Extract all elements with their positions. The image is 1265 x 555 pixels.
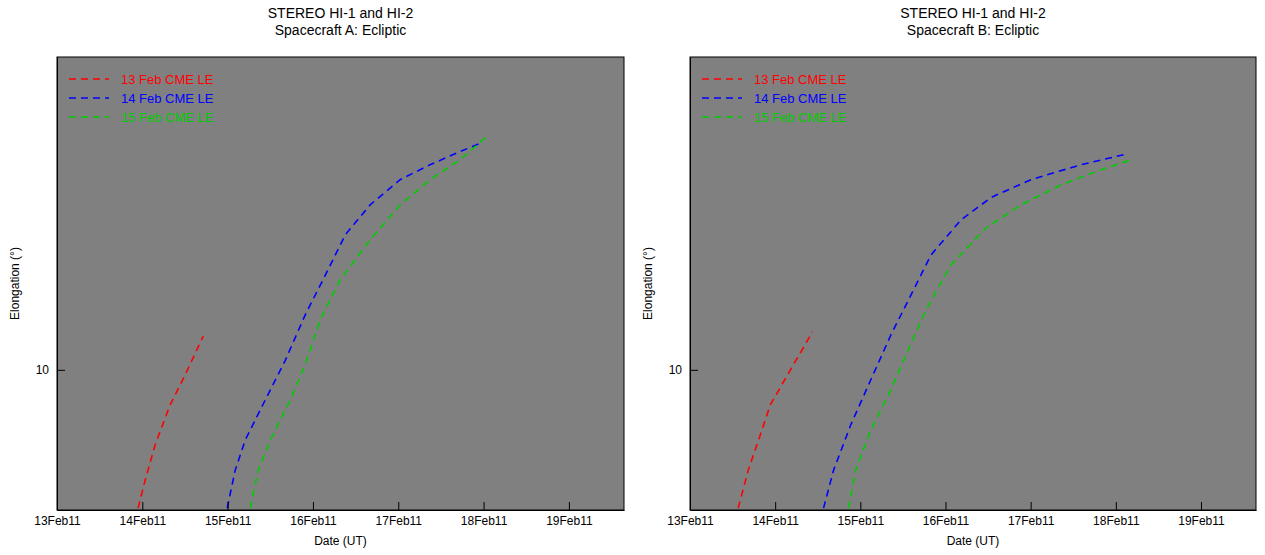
x-tick-label: 19Feb11 (546, 514, 593, 528)
y-axis-title: Elongation (°) (8, 247, 22, 320)
y-tick-mark (690, 370, 698, 371)
legend-item: 14 Feb CME LE (702, 91, 847, 106)
x-tick: 18Feb11 (1093, 502, 1140, 528)
title: STEREO HI-1 and HI-2 (268, 5, 414, 21)
y-tick-label: 10 (36, 363, 50, 377)
x-tick-mark (945, 502, 946, 510)
plot-background (57, 57, 624, 510)
x-axis: 13Feb11 14Feb11 15Feb11 16Feb11 17Feb11 18Feb… (34, 502, 624, 528)
x-tick-mark (142, 502, 143, 510)
x-tick: 16Feb11 (290, 502, 337, 528)
y-axis: 10 (36, 58, 65, 511)
lines (138, 137, 485, 508)
x-tick-label: 15Feb11 (838, 514, 885, 528)
x-axis: 13Feb11 14Feb11 15Feb11 16Feb11 17Feb11 18Feb… (667, 502, 1256, 528)
x-tick: 16Feb11 (923, 502, 970, 528)
y-tick-mark (57, 370, 65, 371)
x-tick-label: 13Feb11 (34, 514, 81, 528)
y-axis-title: Elongation (°) (641, 247, 655, 320)
x-tick: 15Feb11 (838, 502, 885, 528)
x-tick-mark (1201, 502, 1202, 510)
legend-item: 14 Feb CME LE (69, 91, 214, 106)
x-tick-label: 14Feb11 (752, 514, 799, 528)
legend-label: 15 Feb CME LE (121, 110, 214, 125)
legend-item: 13 Feb CME LE (702, 72, 847, 87)
cme-leading-edge (250, 137, 485, 508)
x-tick: 18Feb11 (461, 502, 508, 528)
title: STEREO HI-1 and HI-2 (900, 5, 1046, 21)
x-tick-label: 17Feb11 (376, 514, 423, 528)
y-axis-line (57, 58, 58, 511)
x-axis-title: Date (UT) (947, 534, 1000, 548)
x-tick: 14Feb11 (752, 502, 799, 528)
legend-swatch (702, 97, 742, 99)
x-tick-label: 17Feb11 (1008, 514, 1055, 528)
x-tick-mark (569, 502, 570, 510)
x-axis-line (58, 510, 625, 511)
x-tick-mark (775, 502, 776, 510)
legend-label: 14 Feb CME LE (121, 91, 214, 106)
legend-label: 15 Feb CME LE (754, 110, 847, 125)
plot-frame (57, 57, 624, 510)
legend: 13 Feb CME LE 14 Feb CME LE 15 Feb CME LE (702, 72, 847, 125)
y-axis: 10 (669, 58, 698, 511)
plot-background (690, 57, 1256, 510)
x-tick-mark (313, 502, 314, 510)
x-tick-label: 19Feb11 (1178, 514, 1225, 528)
legend-label: 13 Feb CME LE (754, 72, 847, 87)
legend-swatch (69, 78, 109, 80)
x-tick: 19Feb11 (1178, 502, 1225, 528)
x-tick-mark (398, 502, 399, 510)
legend: 13 Feb CME LE 14 Feb CME LE 15 Feb CME LE (69, 72, 214, 125)
x-tick-label: 18Feb11 (461, 514, 508, 528)
x-tick-label: 16Feb11 (923, 514, 970, 528)
x-tick: 17Feb11 (376, 502, 423, 528)
x-tick-mark (860, 502, 861, 510)
x-tick: 17Feb11 (1008, 502, 1055, 528)
y-tick: 10 (36, 363, 65, 377)
x-tick: 14Feb11 (120, 502, 167, 528)
legend-item: 15 Feb CME LE (69, 110, 214, 125)
legend-label: 14 Feb CME LE (754, 91, 847, 106)
legend-label: 13 Feb CME LE (121, 72, 214, 87)
chart-root: 13Feb11 14Feb11 15Feb11 16Feb11 17Feb11 18Feb… (0, 0, 1265, 555)
plot-frame (690, 57, 1256, 510)
subtitle: Spacecraft A: Ecliptic (275, 22, 407, 38)
x-tick-label: 15Feb11 (205, 514, 252, 528)
y-tick-label: 10 (669, 363, 683, 377)
y-axis-line (690, 58, 691, 511)
lines (738, 154, 1132, 508)
x-tick-label: 14Feb11 (120, 514, 167, 528)
y-tick: 10 (669, 363, 698, 377)
cme-leading-edge (824, 154, 1125, 508)
x-tick-label: 13Feb11 (667, 514, 714, 528)
legend-item: 15 Feb CME LE (702, 110, 847, 125)
panel: 13Feb11 14Feb11 15Feb11 16Feb11 17Feb11 18Feb… (641, 5, 1257, 548)
x-tick-mark (228, 502, 229, 510)
cme-leading-edge (849, 159, 1132, 508)
legend-swatch (69, 97, 109, 99)
legend-swatch (702, 116, 742, 118)
cme-leading-edge (738, 332, 812, 508)
x-tick-label: 16Feb11 (290, 514, 337, 528)
legend-item: 13 Feb CME LE (69, 72, 214, 87)
panel: 13Feb11 14Feb11 15Feb11 16Feb11 17Feb11 18Feb… (8, 5, 625, 548)
x-tick: 19Feb11 (546, 502, 593, 528)
x-axis-title: Date (UT) (314, 534, 367, 548)
x-tick-mark (1116, 502, 1117, 510)
x-tick-mark (1031, 502, 1032, 510)
cme-leading-edge (138, 336, 203, 508)
x-axis-line (691, 510, 1257, 511)
x-tick: 15Feb11 (205, 502, 252, 528)
x-tick-label: 18Feb11 (1093, 514, 1140, 528)
subtitle: Spacecraft B: Ecliptic (907, 22, 1039, 38)
legend-swatch (69, 116, 109, 118)
legend-swatch (702, 78, 742, 80)
cme-leading-edge (227, 142, 482, 508)
x-tick-mark (484, 502, 485, 510)
